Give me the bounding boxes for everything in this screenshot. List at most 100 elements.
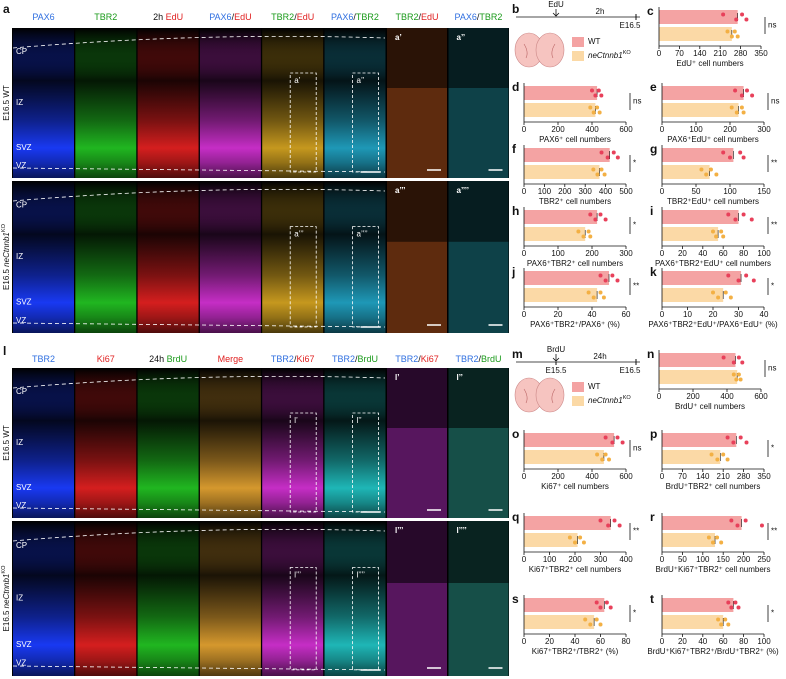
data-point <box>586 290 591 295</box>
bar <box>662 271 742 285</box>
text-part: Merge <box>218 354 244 364</box>
text-part: Ki67 <box>97 354 115 364</box>
bar <box>662 165 710 179</box>
data-point <box>735 34 740 39</box>
x-tick-label: 0 <box>522 249 527 258</box>
region-label: SVZ <box>16 298 32 307</box>
data-point <box>711 290 715 295</box>
x-tick-label: 40 <box>588 310 597 319</box>
data-point <box>598 622 603 627</box>
zoom-box-label: a’’’ <box>294 230 304 239</box>
micrograph <box>137 28 199 178</box>
x-tick-label: 50 <box>678 555 687 564</box>
data-point <box>734 17 739 22</box>
data-point <box>738 377 743 382</box>
x-tick-label: 80 <box>739 637 748 646</box>
data-point <box>733 88 738 93</box>
bar <box>662 86 744 100</box>
data-point <box>598 212 603 217</box>
pial-boundary <box>12 188 386 202</box>
legend-swatch <box>572 51 584 61</box>
bar <box>524 103 596 117</box>
data-point <box>708 167 713 172</box>
zoom-shade <box>387 521 447 583</box>
x-tick-label: 400 <box>720 392 734 401</box>
text-part: E16.5 <box>2 608 11 631</box>
pial-boundary <box>12 375 386 389</box>
panel-letter: i <box>650 204 653 218</box>
x-tick-label: 140 <box>696 472 710 481</box>
x-tick-label: 10 <box>683 310 692 319</box>
pial-boundary <box>12 35 386 49</box>
x-tick-label: 70 <box>675 49 684 58</box>
panel-letter: l <box>3 344 6 358</box>
text-part: neCtnnb1 <box>588 51 623 60</box>
data-point <box>581 540 586 545</box>
column-header: PAX6/EdU <box>209 12 251 22</box>
data-point <box>733 217 738 222</box>
bar <box>662 615 724 629</box>
x-tick-label: 300 <box>619 249 633 258</box>
data-point <box>745 88 749 93</box>
region-label: VZ <box>16 659 26 668</box>
text-part: neCtnnb1 <box>588 396 623 405</box>
legend-label: WT <box>588 37 601 46</box>
bar <box>662 210 739 224</box>
x-tick-label: 100 <box>689 125 703 134</box>
text-part: PAX6 <box>331 12 353 22</box>
data-point <box>617 523 622 528</box>
text-part: TBR2 <box>32 354 55 364</box>
significance-label: ** <box>633 282 639 291</box>
bar <box>524 288 598 302</box>
x-tick-label: 150 <box>717 555 731 564</box>
micrograph <box>75 521 137 676</box>
data-point <box>598 605 603 610</box>
data-point <box>581 234 586 239</box>
data-point <box>602 172 607 177</box>
micrograph <box>13 368 74 518</box>
x-tick-label: 60 <box>596 637 605 646</box>
legend-swatch <box>572 396 584 406</box>
zoom-box <box>289 412 317 513</box>
zoom-shade <box>387 368 447 428</box>
column-header: TBR2/Ki67 <box>271 354 315 364</box>
zoom-shade <box>448 181 509 242</box>
x-tick-label: 350 <box>757 472 771 481</box>
panel-letter: b <box>512 2 519 16</box>
region-label: SVZ <box>16 483 32 492</box>
data-point <box>611 150 616 155</box>
data-point <box>726 600 731 605</box>
bar <box>524 148 610 162</box>
legend-swatch <box>572 382 584 392</box>
x-tick-label: 80 <box>622 637 631 646</box>
micrograph <box>13 28 74 178</box>
zoom-box <box>289 567 317 671</box>
text-part: PAX6 <box>455 12 477 22</box>
region-label: IZ <box>16 594 23 603</box>
data-point <box>729 605 734 610</box>
data-point <box>743 518 748 523</box>
x-axis-label: PAX6⁺TBR2⁺EdU⁺/PAX6⁺EdU⁺ (%) <box>648 320 778 329</box>
x-tick-label: 300 <box>579 187 593 196</box>
data-point <box>591 295 596 300</box>
brain-hemisphere <box>535 377 565 413</box>
text-part: EdU <box>297 12 315 22</box>
inset-label: l’’’’ <box>457 526 467 535</box>
data-point <box>595 452 600 457</box>
data-point <box>721 452 726 457</box>
column-header: TBR2 <box>32 354 55 364</box>
column-header: Merge <box>218 354 244 364</box>
data-point <box>620 440 625 445</box>
data-point <box>604 600 609 605</box>
x-tick-label: 0 <box>660 555 665 564</box>
bar <box>659 370 738 384</box>
x-tick-label: 200 <box>686 392 700 401</box>
text-part: neCtnnb1 <box>2 232 11 267</box>
text-part: TBR2 <box>395 354 418 364</box>
column-header: PAX6 <box>32 12 54 22</box>
text-part: TBR2 <box>395 12 418 22</box>
x-tick-label: 100 <box>538 187 552 196</box>
data-point <box>714 234 719 239</box>
panel-letter: g <box>650 142 657 156</box>
data-point <box>699 167 704 172</box>
